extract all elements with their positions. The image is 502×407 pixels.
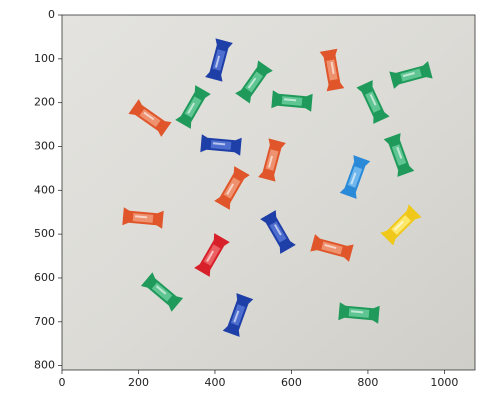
y-tick-label: 300	[34, 139, 55, 152]
candy	[380, 204, 422, 246]
candy-shine	[267, 155, 274, 168]
candy	[205, 38, 233, 82]
candy-shine	[330, 61, 335, 74]
y-tick-label: 500	[34, 227, 55, 240]
candy	[383, 133, 415, 177]
candy	[339, 155, 371, 199]
axes-frame	[61, 14, 476, 371]
candy-shine	[284, 98, 297, 102]
candy	[214, 166, 250, 210]
candy-shine	[393, 220, 404, 231]
candy-shine	[187, 102, 195, 114]
candy-shine	[396, 146, 403, 159]
candy	[319, 48, 345, 92]
candy	[200, 134, 242, 156]
candy-shine	[247, 77, 257, 89]
y-tick-label: 0	[48, 8, 55, 21]
x-tick-label: 200	[128, 376, 149, 389]
candy-shine	[213, 142, 226, 146]
candy	[175, 85, 211, 129]
candy-shine	[135, 215, 148, 219]
candy	[258, 138, 286, 182]
candy	[122, 207, 164, 229]
candy-shine	[233, 310, 240, 323]
candy-shine	[369, 93, 377, 106]
x-tick-label: 1000	[430, 376, 458, 389]
y-tick-label: 700	[34, 315, 55, 328]
candy-shine	[206, 250, 214, 262]
candy	[310, 234, 354, 262]
candy	[356, 80, 390, 124]
candies	[122, 38, 433, 337]
candy	[222, 293, 254, 337]
y-tick-label: 600	[34, 271, 55, 284]
y-tick-label: 200	[34, 96, 55, 109]
candy	[389, 61, 433, 89]
candy	[140, 272, 184, 312]
candy-shine	[274, 224, 282, 236]
candy-shine	[350, 172, 357, 185]
candy	[235, 60, 273, 104]
candy	[260, 210, 296, 254]
candy-shine	[324, 243, 337, 250]
candy-shine	[226, 183, 234, 195]
candy-shine	[402, 72, 415, 78]
candy-shine	[351, 310, 364, 314]
candy	[194, 233, 230, 277]
candy-shine	[214, 55, 221, 68]
x-tick-label: 600	[281, 376, 302, 389]
candy-shine	[155, 285, 167, 295]
y-tick-label: 400	[34, 183, 55, 196]
candy-shine	[143, 111, 155, 121]
x-tick-label: 400	[204, 376, 225, 389]
candy	[128, 99, 172, 137]
y-tick-label: 800	[34, 359, 55, 372]
x-tick-label: 800	[357, 376, 378, 389]
x-tick-label: 0	[59, 376, 66, 389]
candy	[271, 90, 313, 112]
candy	[338, 302, 380, 324]
y-tick-label: 100	[34, 52, 55, 65]
